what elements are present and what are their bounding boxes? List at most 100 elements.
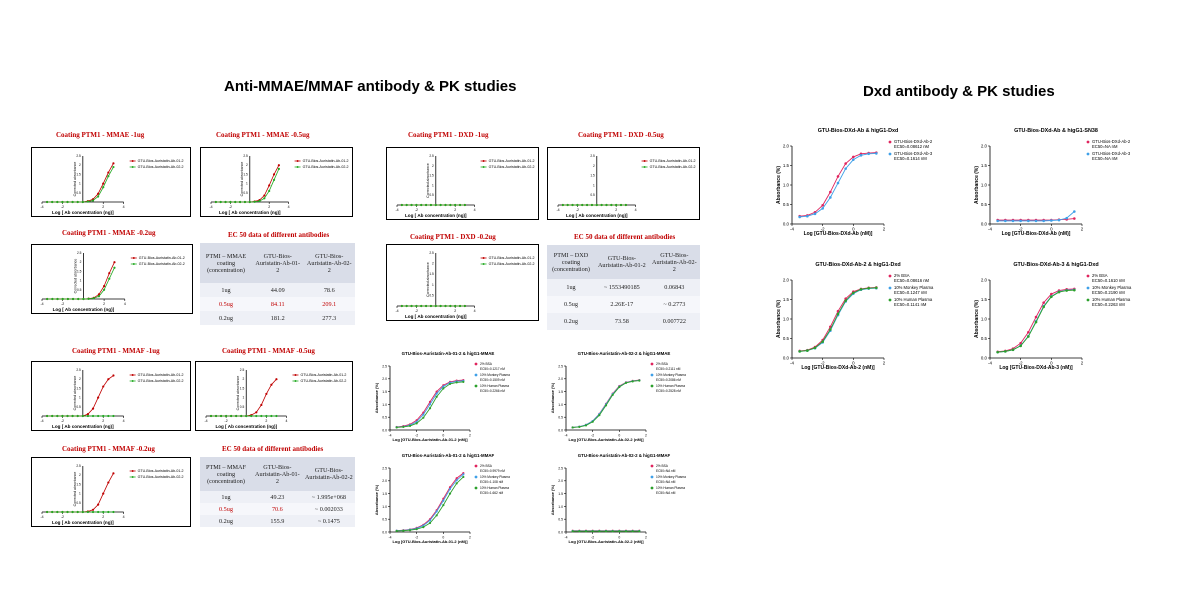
data-point — [97, 414, 100, 418]
data-point — [102, 186, 105, 189]
data-point — [458, 304, 462, 308]
data-point — [435, 510, 438, 513]
pk-svg: GTU-Bios-Auristatin-Ab-01-2 & higG1-MMAF… — [374, 453, 510, 544]
data-point — [455, 482, 458, 485]
data-point — [1034, 315, 1038, 319]
legend-ec50: EC50=0.1509 nM — [480, 378, 505, 382]
x-axis-label: Log [ Ab concentration (ng)] — [215, 424, 277, 429]
data-point — [813, 212, 817, 216]
legend-label: GTU-Bios-DXd-Ab-3 — [894, 151, 933, 156]
legend-marker — [131, 470, 134, 472]
x-tick-label: -4 — [395, 309, 398, 313]
y-tick-label: 1.5 — [76, 386, 81, 390]
data-point — [270, 383, 273, 386]
y-axis-label: Absorbance (%) — [374, 382, 379, 413]
elisa-chart-mmaf-05ug: -4 -2 2 4 0.5 1 1.5 2 2.5 Corrected absorbance Log… — [195, 361, 353, 431]
legend-marker — [131, 380, 134, 382]
data-point — [821, 340, 824, 343]
data-point — [209, 414, 213, 418]
data-point — [429, 203, 433, 207]
table-cell: 0.2ug — [547, 313, 595, 330]
pk-chart-ab01-mmaf: GTU-Bios-Auristatin-Ab-01-2 & higG1-MMAF… — [372, 452, 532, 544]
legend-label: 2% BSA — [656, 362, 669, 366]
data-point — [71, 414, 74, 418]
data-point — [604, 530, 608, 533]
data-point — [638, 379, 641, 382]
table-header: GTU-Bios-Auristatin-Ab-01-2 — [252, 457, 303, 491]
legend-label: GTU-Bios-Auristatin-Ab-02-2 — [489, 262, 535, 266]
legend-marker — [643, 166, 646, 168]
data-point — [852, 291, 855, 295]
data-point — [1004, 219, 1007, 223]
data-point — [1057, 218, 1061, 222]
y-tick-label: 1.5 — [76, 482, 81, 486]
data-point — [420, 304, 423, 308]
data-point — [454, 304, 457, 308]
x-axis-label: Log [GTU-Bios-DXd-Ab (nM)] — [804, 231, 873, 236]
y-tick-label: 2.5 — [77, 251, 82, 255]
x-tick-label: -4 — [564, 536, 567, 540]
x-tick-label: 0 — [442, 536, 444, 540]
table-cell: 73.58 — [595, 313, 649, 330]
x-tick-label: -4 — [790, 361, 794, 366]
data-point — [61, 297, 64, 301]
data-point — [86, 414, 90, 418]
data-point — [610, 203, 613, 207]
data-point — [442, 385, 445, 388]
data-point — [225, 414, 228, 418]
data-point — [113, 261, 116, 264]
legend-ec50: EC50=0.2528 nM — [656, 389, 681, 393]
legend-ec50: EC50=NA nM — [1092, 144, 1118, 149]
data-point — [415, 422, 418, 425]
data-point — [103, 285, 106, 288]
data-point — [1050, 295, 1053, 299]
table-cell: 0.5ug — [547, 296, 595, 313]
x-tick-label: -2 — [225, 419, 228, 423]
chart-title: GTU-Bios-DXd-Ab-2 & higG1-Dxd — [815, 262, 900, 268]
y-tick-label: 2.5 — [590, 154, 595, 158]
x-tick-label: 2 — [1081, 227, 1084, 232]
pk-svg: GTU-Bios-DXd-Ab & higG1-SN38 0.0 0.5 1.0 1.5… — [974, 128, 1131, 237]
table-caption: EC 50 data of different antibodies — [574, 233, 676, 241]
y-tick-label: 2.5 — [76, 154, 81, 158]
chart-title: GTU-Bios-Auristatin-Ab-02-2 & higG1-MMAE — [578, 351, 671, 356]
legend-marker — [482, 166, 485, 168]
data-point — [448, 382, 452, 386]
legend-marker — [482, 263, 485, 265]
legend-ec50: EC50=NA nM — [656, 480, 676, 484]
data-point — [462, 475, 465, 479]
data-point — [1042, 301, 1045, 304]
data-point — [631, 380, 634, 383]
data-point — [66, 297, 69, 301]
y-tick-label: 1.5 — [783, 163, 790, 168]
x-tick-label: -2 — [1019, 361, 1023, 366]
x-tick-label: -2 — [61, 205, 64, 209]
ec50-table-dxd: PTMI – DXD coating (concentration) GTU-Bi… — [547, 245, 700, 330]
y-tick-label: 0.5 — [76, 501, 81, 505]
y-tick-label: 0.5 — [382, 416, 387, 420]
x-axis-label: Log [GTU-Bios-Auristatin-Ab-01-2 (nM)] — [392, 539, 468, 544]
data-point — [422, 416, 425, 419]
x-axis-label: Log [GTU-Bios-Auristatin-Ab-02-2 (nM)] — [568, 437, 644, 442]
table-cell: 0.2ug — [200, 515, 252, 527]
data-point — [428, 519, 432, 522]
legend-label: 2% BSA — [1092, 273, 1108, 278]
data-point — [624, 203, 627, 207]
x-tick-label: -2 — [415, 309, 418, 313]
legend-label: 10% Human Plasma — [656, 384, 685, 388]
table-cell: 2.26E-17 — [595, 296, 649, 313]
pk-svg: GTU-Bios-DXd-Ab & higG1-Dxd 0.0 0.5 1.0 1.5 2… — [776, 128, 933, 237]
data-point — [230, 414, 233, 418]
legend-label: 10% Monkey Plasma — [656, 475, 686, 479]
data-point — [76, 200, 79, 204]
data-point — [434, 304, 437, 308]
x-tick-label: 0 — [618, 536, 620, 540]
data-point — [268, 184, 271, 187]
data-point — [875, 286, 878, 290]
data-point — [66, 510, 69, 514]
y-tick-label: 0.5 — [981, 202, 988, 207]
data-point — [46, 297, 49, 301]
table-header: PTMI – MMAE coating (concentration) — [200, 243, 252, 283]
